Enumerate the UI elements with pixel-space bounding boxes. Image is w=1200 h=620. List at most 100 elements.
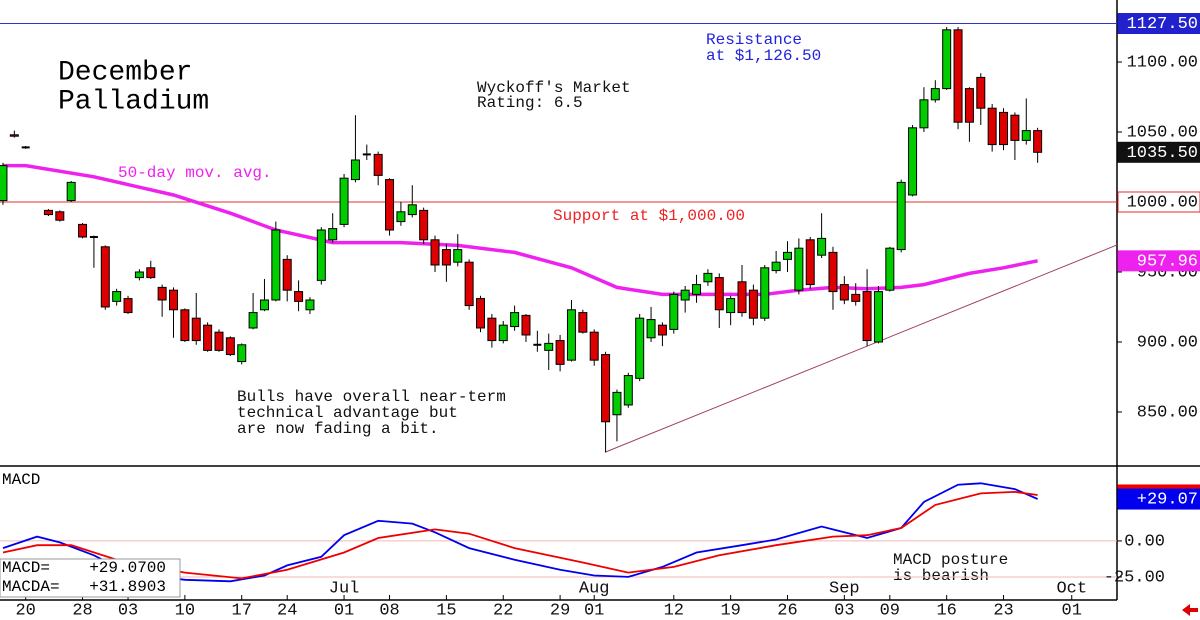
candle-body	[544, 342, 554, 351]
candle-body	[566, 309, 576, 361]
annotation: Rating: 6.5	[477, 94, 583, 112]
candle-body	[55, 211, 65, 221]
candle-body	[646, 319, 656, 339]
candle-body	[305, 299, 315, 311]
candle-body	[919, 99, 929, 129]
candle-body	[782, 251, 792, 260]
y-tick-label: 1100.00	[1127, 53, 1198, 72]
candle-body	[78, 223, 88, 238]
x-tick-label: 15	[436, 601, 456, 620]
candle-body	[385, 179, 395, 231]
support-level-label: 1000.00	[1127, 193, 1198, 212]
candle-body	[476, 298, 486, 329]
x-tick-label: 01	[334, 601, 354, 620]
last-close-box	[1117, 141, 1200, 163]
legend-value: +29.0700	[89, 559, 166, 577]
candle-body	[1033, 130, 1043, 153]
candle-body	[589, 331, 599, 361]
legend-value: +31.8903	[89, 578, 166, 596]
x-tick-label: 24	[277, 601, 297, 620]
x-tick-label: 09	[880, 601, 900, 620]
resistance-level-box	[1117, 13, 1200, 35]
candle-body	[350, 159, 360, 181]
moving-average	[3, 163, 1038, 297]
annotation: Support at $1,000.00	[553, 207, 745, 225]
x-tick-label: 29	[550, 601, 570, 620]
candle-body	[771, 261, 781, 272]
x-tick-label: 12	[664, 601, 684, 620]
candle-body	[953, 29, 963, 123]
candle-body	[873, 291, 883, 343]
candle-body	[1021, 130, 1031, 141]
month-label: Aug	[579, 579, 610, 598]
candle-body	[248, 312, 258, 329]
candle-body	[976, 76, 986, 109]
x-tick-label: 23	[993, 601, 1013, 620]
month-label: Jul	[329, 579, 360, 598]
y-tick-label: 1050.00	[1127, 123, 1198, 142]
annotation: at $1,126.50	[706, 47, 821, 65]
candle-body	[862, 291, 872, 342]
candle-body	[999, 111, 1009, 146]
candle-body	[66, 181, 76, 202]
candle-body	[612, 391, 622, 416]
candle-body	[521, 314, 531, 336]
candle-body	[328, 228, 338, 241]
candle-body	[737, 281, 747, 314]
last-close-label: 1035.50	[1127, 144, 1198, 163]
chart-title: December	[58, 57, 192, 88]
x-tick-label: 10	[175, 601, 195, 620]
moving-average-last-label: 957.96	[1137, 252, 1198, 271]
x-tick-label: 16	[936, 601, 956, 620]
candle-body	[100, 246, 110, 308]
annotation: Wyckoff's Market	[477, 79, 631, 97]
chart-title: Palladium	[58, 86, 209, 117]
candle-body	[828, 251, 838, 293]
y-tick-label: 900.00	[1137, 333, 1198, 352]
candle-body	[453, 249, 463, 263]
x-tick-label: 22	[493, 601, 513, 620]
candle-body	[214, 331, 224, 351]
candle-body	[510, 312, 520, 328]
arrow-icon	[1182, 604, 1198, 616]
candle-body	[555, 340, 565, 365]
candle-body	[692, 284, 702, 295]
annotation: MACD posture	[893, 551, 1008, 569]
candle-body	[1010, 114, 1020, 141]
macd-y-tick-label: 0.00	[1124, 532, 1165, 551]
candle-body	[259, 299, 269, 311]
x-tick-label: 03	[118, 601, 138, 620]
candle-body	[714, 277, 724, 311]
x-tick-label: 01	[584, 601, 604, 620]
x-tick-label: 08	[379, 601, 399, 620]
candle-body	[407, 204, 417, 216]
candle-body	[396, 211, 406, 223]
candle-body	[225, 337, 235, 356]
candle-body	[464, 261, 474, 307]
candle-body	[498, 324, 508, 342]
candle-body	[748, 289, 758, 319]
annotation: 50-day mov. avg.	[118, 164, 272, 182]
candle-body	[282, 258, 292, 291]
candle-body	[726, 298, 736, 314]
resistance-level-label: 1127.50	[1127, 15, 1198, 34]
candle-body	[441, 249, 451, 266]
candle-body	[157, 286, 167, 301]
candle-body	[908, 127, 918, 196]
legend-box	[0, 558, 181, 598]
candle-body	[112, 291, 122, 302]
candle-body	[760, 267, 770, 319]
x-tick-label: 01	[1062, 601, 1082, 620]
candle-body	[123, 298, 133, 314]
candle-body	[339, 177, 349, 225]
candle-body	[680, 289, 690, 301]
candle-body	[794, 247, 804, 291]
candle-body	[487, 317, 497, 342]
candle-body	[851, 293, 861, 302]
candle-body	[817, 237, 827, 256]
moving-average-last-box	[1117, 250, 1200, 272]
candle-body	[316, 229, 326, 281]
candle-body	[930, 88, 940, 101]
candle-body	[885, 247, 895, 291]
